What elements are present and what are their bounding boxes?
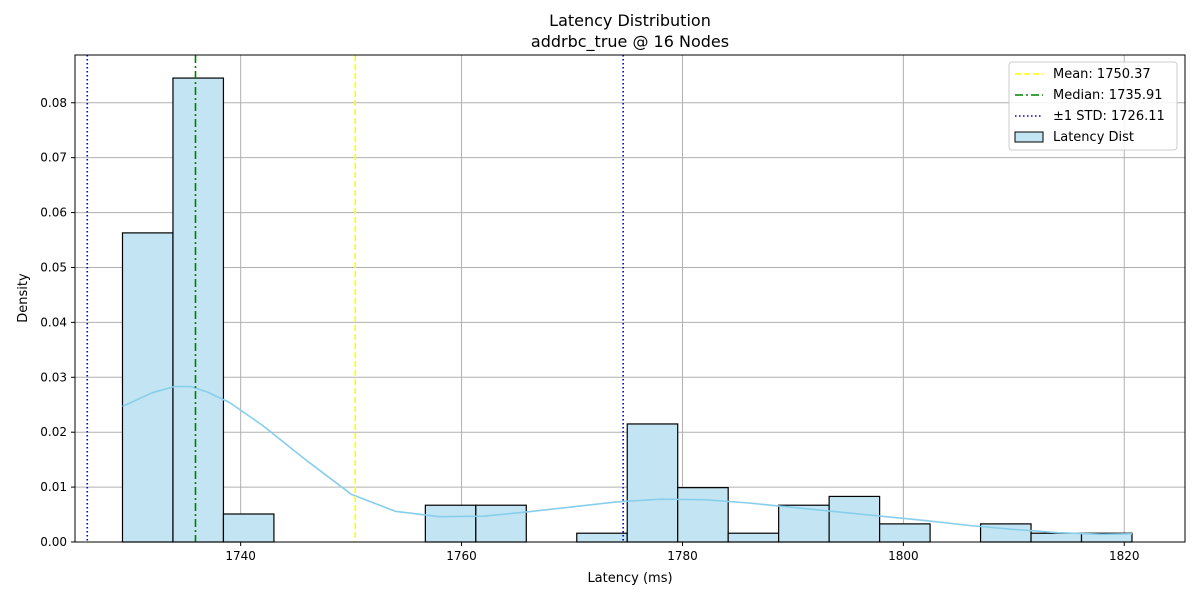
y-tick-label: 0.03 [40,370,67,384]
kde-curve [122,385,1133,536]
kde-curve-layer [122,385,1133,536]
legend: Mean: 1750.37 Median: 1735.91 ±1 STD: 1726… [1008,61,1178,151]
y-tick-label: 0.08 [40,96,67,110]
histogram-bars [121,77,1133,543]
histogram-bar [727,532,780,543]
y-tick-label: 0.01 [40,480,67,494]
plot-frame [74,54,1186,543]
legend-label: ±1 STD: 1726.11 [1053,109,1165,124]
x-tick-label: 1740 [225,549,256,563]
histogram-bar [222,513,275,543]
y-tick-label: 0.06 [40,206,67,220]
y-axis-ticks: 0.00 0.01 0.02 0.03 0.04 0.05 0.06 0.07 0.08 [40,96,75,549]
chart-title: Latency Distribution [549,11,711,30]
chart-subtitle: addrbc_true @ 16 Nodes [531,32,729,52]
reference-lines [86,55,624,542]
histogram-bar [576,532,628,543]
x-axis-ticks: 1740 1760 1780 1800 1820 [225,542,1140,563]
x-axis-label: Latency (ms) [587,571,672,586]
histogram-bar [626,423,679,543]
y-axis-label: Density [16,273,31,323]
legend-box [1008,61,1178,151]
histogram-bar [424,504,477,543]
legend-label: Median: 1735.91 [1053,88,1163,103]
histogram-bar [475,504,527,543]
histogram-bar [1030,532,1083,543]
legend-label: Mean: 1750.37 [1053,67,1151,82]
histogram-bar [879,523,931,543]
x-tick-label: 1760 [446,549,477,563]
x-tick-label: 1780 [667,549,698,563]
legend-patch-swatch [1014,131,1044,143]
y-tick-label: 0.04 [40,315,67,329]
histogram-bar [677,487,729,543]
x-tick-label: 1820 [1109,549,1140,563]
histogram-bar [828,495,881,543]
y-tick-label: 0.00 [40,535,67,549]
histogram-bar [172,77,225,543]
x-tick-label: 1800 [888,549,919,563]
y-tick-label: 0.07 [40,151,67,165]
legend-label: Latency Dist [1053,130,1134,145]
y-tick-label: 0.05 [40,260,67,274]
histogram-bar [121,232,174,543]
y-tick-label: 0.02 [40,425,67,439]
